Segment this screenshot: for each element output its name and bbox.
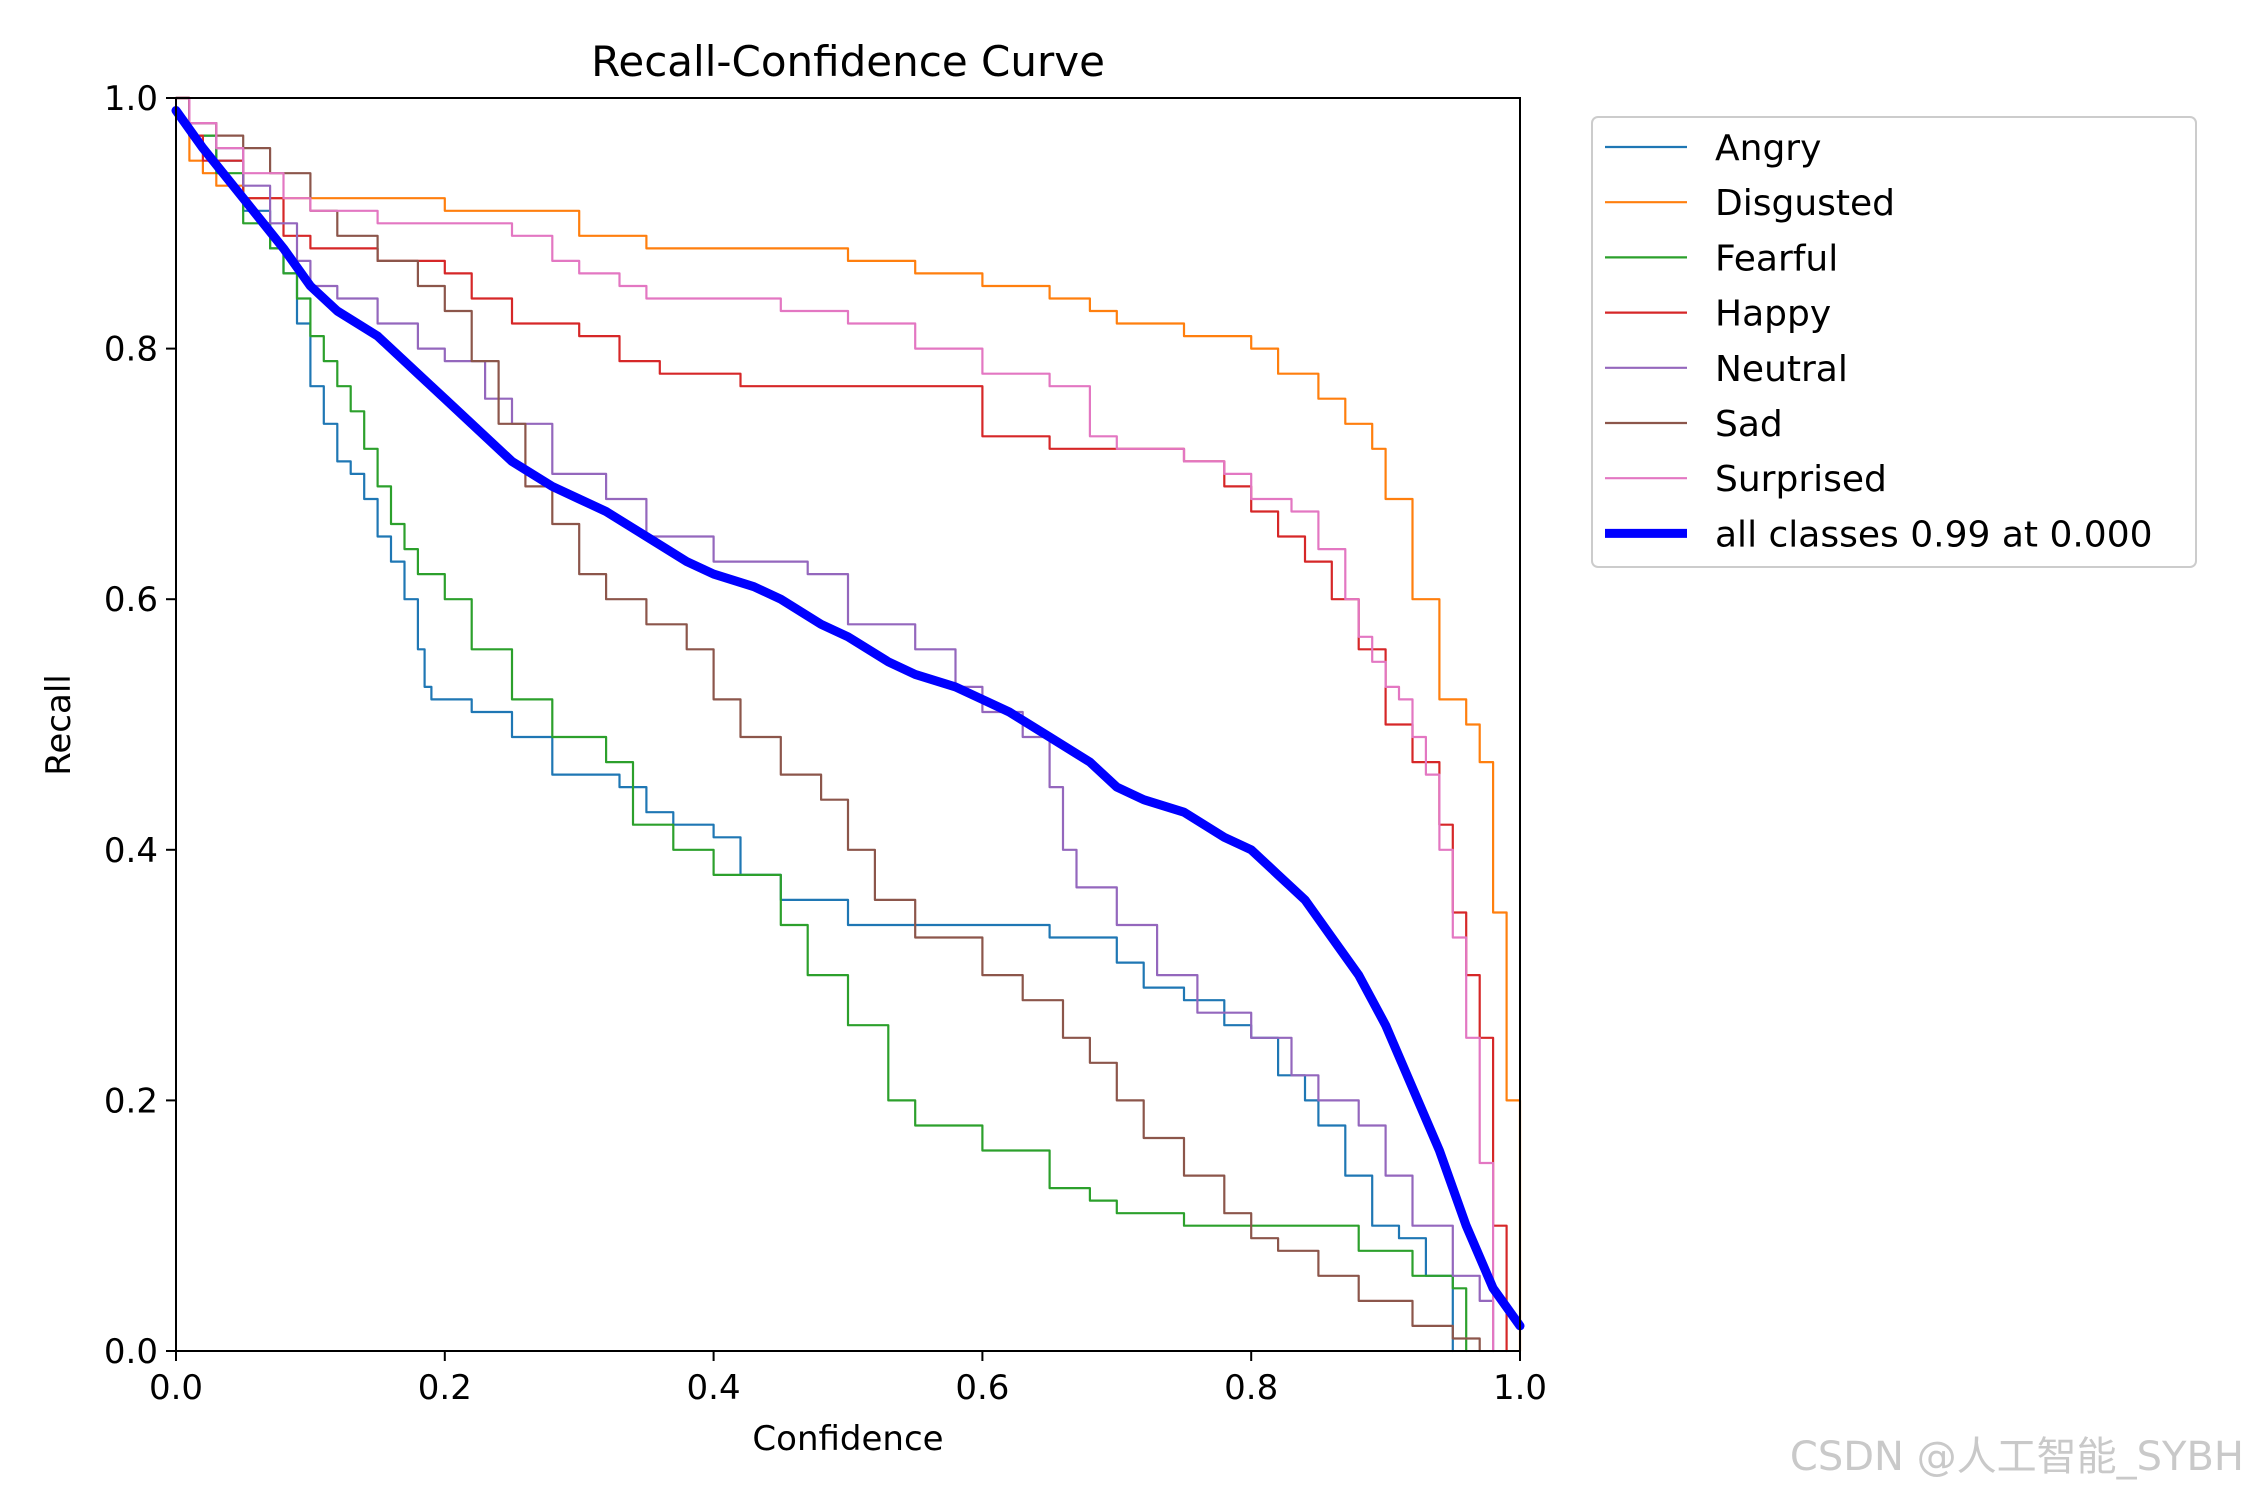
x-tick-label: 1.0 [1493,1368,1547,1408]
plot-frame [175,97,1521,1352]
x-tick-label: 0.0 [149,1368,203,1408]
x-tick-label: 0.2 [418,1368,472,1408]
y-axis-label: Recall [39,674,79,775]
legend-label: Sad [1715,404,1783,445]
legend-label: Angry [1715,128,1821,169]
legend-label: Fearful [1715,238,1838,279]
series-line-disgusted [174,96,1522,1353]
series-line-neutral [174,96,1495,1353]
y-axis: 0.0 0.2 0.4 0.6 0.8 1.0 [104,79,176,1372]
legend-label: Neutral [1715,349,1848,390]
legend-label: all classes 0.99 at 0.000 [1715,514,2153,555]
y-tick-label: 0.6 [104,580,158,620]
y-tick-label: 1.0 [104,79,158,119]
x-tick-label: 0.8 [1224,1368,1278,1408]
legend: Angry Disgusted Fearful Happy Neutral Sad Surp… [1591,116,2197,568]
series-line-angry [174,96,1454,1353]
series-line-sad [174,96,1481,1353]
series-line-all-classes-0-99-at-0-000 [171,106,1525,1331]
y-tick-label: 0.2 [104,1081,158,1121]
x-tick-label: 0.4 [687,1368,741,1408]
x-axis-label: Confidence [752,1419,943,1459]
y-tick-label: 0.4 [104,831,158,871]
series-line-fearful [174,96,1468,1353]
series-line-surprised [174,96,1495,1353]
watermark: CSDN @人工智能_SYBH [1789,1434,2244,1480]
y-tick-label: 0.0 [104,1332,158,1372]
plot-area [171,96,1525,1353]
legend-label: Surprised [1715,459,1887,500]
x-tick-label: 0.6 [955,1368,1009,1408]
x-axis: 0.0 0.2 0.4 0.6 0.8 1.0 [149,1351,1547,1408]
y-tick-label: 0.8 [104,330,158,370]
legend-label: Happy [1715,294,1831,335]
legend-label: Disgusted [1715,183,1895,224]
legend-frame [1591,116,2197,568]
chart-title: Recall-Confidence Curve [591,37,1105,86]
